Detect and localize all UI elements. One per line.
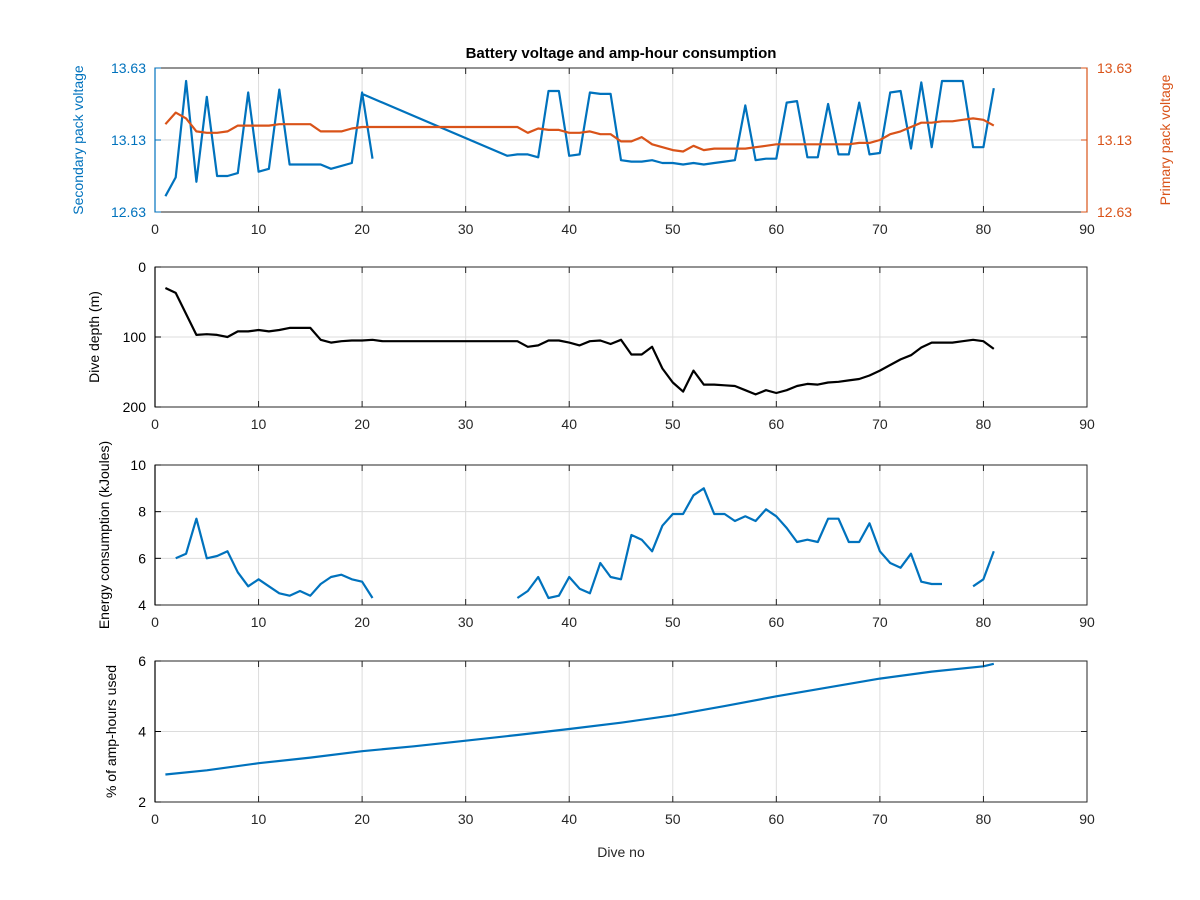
subplot-3: 0 10 20 30 40 50 60 70 80 90 4 6 8 10 Energy consumpti…	[96, 441, 1095, 630]
y-tick-label: 13.13	[111, 132, 146, 148]
x-tick-label: 50	[665, 416, 681, 432]
x-tick-label: 0	[151, 614, 159, 630]
y-right-tick-label: 13.13	[1097, 132, 1132, 148]
y-tick-label: 6	[138, 550, 146, 566]
y-tick-label: 12.63	[111, 204, 146, 220]
x-tick-label: 10	[251, 811, 267, 827]
x-tick-label: 30	[458, 811, 474, 827]
x-tick-label: 50	[665, 221, 681, 237]
y-tick-label: 13.63	[111, 60, 146, 76]
x-tick-label: 10	[251, 221, 267, 237]
y-right-axis-label: Primary pack voltage	[1157, 74, 1173, 205]
plot-area	[155, 465, 1087, 605]
x-tick-label: 40	[561, 416, 577, 432]
x-tick-label: 60	[769, 221, 785, 237]
y-axis-label: Secondary pack voltage	[70, 65, 86, 215]
x-tick-label: 20	[354, 221, 370, 237]
y-tick-label: 8	[138, 504, 146, 520]
y-right-tick-label: 12.63	[1097, 204, 1132, 220]
x-tick-label: 0	[151, 811, 159, 827]
y-right-tick-label: 13.63	[1097, 60, 1132, 76]
x-tick-label: 80	[976, 614, 992, 630]
x-tick-label: 0	[151, 416, 159, 432]
y-axis-label: Energy consumption (kJoules)	[96, 441, 112, 629]
x-tick-label: 30	[458, 221, 474, 237]
series-line-1	[165, 662, 995, 776]
x-tick-label: 10	[251, 614, 267, 630]
subplot-1: 0 10 20 30 40 50 60 70 80 9012.6313.1313.6312.631…	[70, 60, 1173, 237]
y-tick-label: 10	[130, 457, 146, 473]
series-line-1	[164, 287, 995, 396]
x-tick-label: 70	[872, 614, 888, 630]
x-tick-label: 60	[769, 811, 785, 827]
x-tick-label: 40	[561, 614, 577, 630]
series-line-2	[164, 111, 995, 153]
x-tick-label: 70	[872, 221, 888, 237]
x-tick-label: 20	[354, 614, 370, 630]
x-tick-label: 90	[1079, 221, 1095, 237]
y-tick-label: 6	[138, 653, 146, 669]
x-tick-label: 90	[1079, 614, 1095, 630]
x-tick-label: 70	[872, 416, 888, 432]
x-tick-label: 20	[354, 416, 370, 432]
x-tick-label: 90	[1079, 416, 1095, 432]
subplot-2: 0 10 20 30 40 50 60 70 80 90 0 100 200 Dive depth (m)	[86, 259, 1095, 432]
x-tick-label: 80	[976, 221, 992, 237]
x-tick-label: 70	[872, 811, 888, 827]
x-tick-label: 40	[561, 221, 577, 237]
series-line-1	[164, 79, 995, 197]
subplot-4: 0 10 20 30 40 50 60 70 80 90 2 4 6 % of amp-hours use…	[103, 653, 1095, 860]
x-tick-label: 30	[458, 614, 474, 630]
x-tick-label: 80	[976, 811, 992, 827]
x-tick-label: 20	[354, 811, 370, 827]
x-tick-label: 90	[1079, 811, 1095, 827]
y-axis-label: Dive depth (m)	[86, 291, 102, 383]
chart-title: Battery voltage and amp-hour consumption	[466, 45, 777, 62]
x-tick-label: 50	[665, 614, 681, 630]
x-tick-label: 30	[458, 416, 474, 432]
y-tick-label: 4	[138, 597, 146, 613]
x-tick-label: 60	[769, 416, 785, 432]
y-tick-label: 2	[138, 794, 146, 810]
y-tick-label: 200	[123, 399, 147, 415]
y-tick-label: 0	[138, 259, 146, 275]
y-axis-label: % of amp-hours used	[103, 665, 119, 798]
x-tick-label: 40	[561, 811, 577, 827]
y-tick-label: 4	[138, 724, 146, 740]
x-tick-label: 50	[665, 811, 681, 827]
x-axis-label: Dive no	[597, 844, 645, 860]
series-line-1	[175, 487, 995, 600]
x-tick-label: 0	[151, 221, 159, 237]
x-tick-label: 60	[769, 614, 785, 630]
y-tick-label: 100	[123, 329, 147, 345]
x-tick-label: 10	[251, 416, 267, 432]
x-tick-label: 80	[976, 416, 992, 432]
